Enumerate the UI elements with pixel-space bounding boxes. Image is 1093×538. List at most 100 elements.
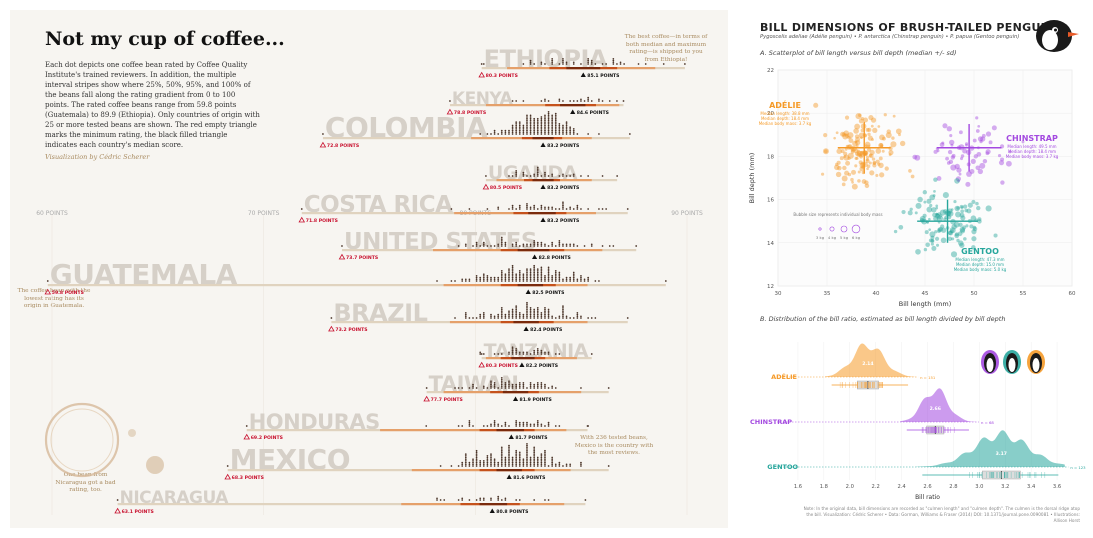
- bean-dot: [472, 385, 474, 388]
- median-label: 2.66: [930, 406, 941, 412]
- bean-dot: [529, 458, 532, 461]
- bean-dot: [551, 278, 554, 281]
- bean-dot: [500, 308, 503, 311]
- bean-dot: [544, 63, 546, 65]
- bean-dot: [554, 133, 557, 135]
- bean-dot: [518, 385, 521, 388]
- bean-dot: [500, 463, 503, 466]
- penguin-point: [942, 192, 949, 199]
- bean-dot: [569, 100, 572, 102]
- bean-dot: [475, 278, 478, 281]
- penguin-point: [970, 158, 976, 164]
- bean-dot: [533, 124, 536, 127]
- bubble-legend-circle: [851, 224, 861, 234]
- bean-dot: [490, 387, 492, 389]
- min-label: 73.2 POINTS: [335, 327, 367, 333]
- min-label: 69.2 POINTS: [251, 435, 283, 441]
- bean-dot: [504, 425, 507, 427]
- bean-dot: [497, 315, 500, 318]
- bean-dot: [504, 133, 507, 135]
- bean-dot: [515, 421, 518, 424]
- bean-dot: [490, 499, 492, 501]
- penguin-point: [915, 248, 921, 255]
- bean-dot: [544, 126, 546, 129]
- bean-dot: [562, 204, 564, 207]
- bean-dot: [464, 243, 467, 246]
- bean-dot: [551, 58, 554, 60]
- median-label: 3.17: [996, 451, 1007, 457]
- bean-dot: [533, 312, 536, 314]
- penguin-point: [959, 242, 965, 248]
- x-tick-label: 90 POINTS: [671, 210, 703, 217]
- bean-dot: [490, 465, 492, 467]
- bean-dot: [511, 387, 514, 389]
- bean-dot: [569, 243, 572, 246]
- penguin-point: [947, 210, 954, 217]
- bean-dot: [500, 449, 503, 452]
- penguin-point: [947, 236, 953, 242]
- bean-dot: [493, 129, 496, 132]
- bean-dot: [493, 425, 496, 427]
- bean-dot: [536, 173, 539, 176]
- bean-dot: [468, 208, 471, 210]
- bean-dot: [529, 245, 532, 247]
- bean-dot: [515, 126, 518, 129]
- bean-dot: [544, 100, 546, 102]
- bean-dot: [551, 173, 554, 176]
- bean-dot: [497, 206, 500, 209]
- bean-dot: [576, 280, 579, 282]
- bean-dot: [533, 63, 536, 65]
- bean-dot: [482, 280, 485, 282]
- bean-dot: [497, 313, 500, 316]
- bean-dot: [536, 423, 539, 426]
- bean-dot: [533, 460, 536, 462]
- bean-dot: [551, 280, 554, 282]
- bean-dot: [601, 245, 604, 247]
- bean-dot: [565, 63, 568, 65]
- bean-dot: [475, 454, 478, 457]
- bean-dot: [500, 454, 503, 457]
- bean-dot: [580, 98, 582, 101]
- penguin-point: [932, 212, 937, 218]
- bean-dot: [547, 315, 550, 318]
- y-tick-label: 12: [767, 284, 774, 290]
- penguin-point: [865, 127, 870, 132]
- penguin-footer: Note: In the original data, bill dimensi…: [803, 506, 1080, 523]
- penguin-point: [843, 151, 848, 156]
- bean-dot: [500, 460, 503, 462]
- bean-dot: [486, 458, 489, 461]
- bean-dot: [504, 243, 507, 246]
- penguin-point: [937, 229, 941, 233]
- bean-dot: [572, 61, 575, 64]
- bean-dot: [511, 271, 514, 274]
- penguin-subtitle: Pygoscelis adeliae (Adélie penguin) • P.…: [760, 34, 1020, 40]
- bean-dot: [580, 276, 582, 279]
- median-label: 82.2 POINTS: [526, 363, 558, 369]
- bean-dot: [497, 245, 500, 247]
- bean-dot: [540, 383, 543, 386]
- penguin-point: [844, 133, 850, 138]
- bean-dot-max: [628, 133, 631, 135]
- bean-dot: [569, 126, 572, 129]
- bean-dot: [482, 241, 485, 244]
- bean-dot: [511, 208, 514, 210]
- bean-dot: [547, 128, 550, 130]
- bean-dot: [508, 276, 510, 279]
- penguin-point: [871, 157, 876, 161]
- bean-dot: [544, 454, 546, 457]
- bean-dot: [515, 121, 518, 123]
- penguin-point: [901, 209, 906, 215]
- bean-dot: [544, 460, 546, 462]
- bean-dot: [504, 421, 507, 424]
- bean-dot: [554, 116, 557, 118]
- bean-dot: [511, 126, 514, 129]
- penguin-point: [822, 148, 829, 155]
- bean-dot: [450, 208, 453, 210]
- median-label: 2.14: [862, 361, 873, 367]
- bean-dot: [526, 443, 528, 445]
- bean-dot: [457, 465, 460, 467]
- bean-dot: [522, 315, 525, 318]
